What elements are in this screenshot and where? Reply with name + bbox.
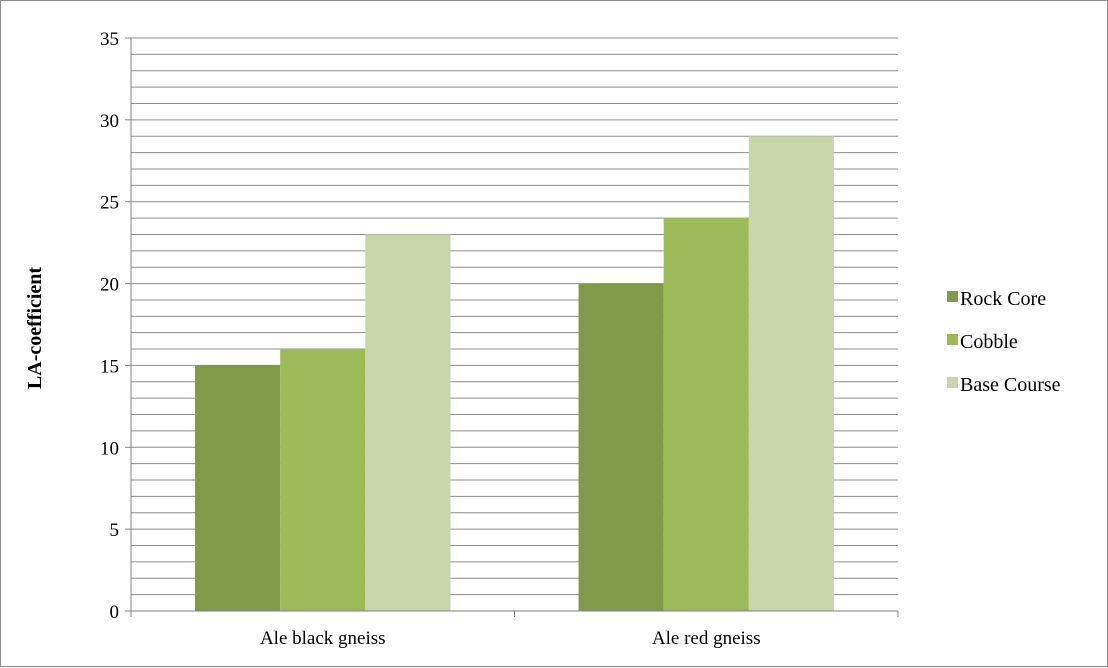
y-tick-label: 10 bbox=[100, 438, 119, 459]
legend-swatch bbox=[947, 334, 958, 345]
bar-cobble-1 bbox=[663, 218, 749, 612]
bar-rock-core-1 bbox=[578, 283, 664, 611]
y-tick-label: 15 bbox=[100, 356, 119, 377]
x-tick-labels: Ale black gneiss Ale red gneiss bbox=[260, 628, 761, 649]
legend-swatch bbox=[947, 377, 958, 388]
y-tick-label: 30 bbox=[100, 111, 119, 132]
y-tick-label: 35 bbox=[100, 29, 119, 50]
bar-base-course-0 bbox=[365, 234, 451, 611]
legend-label: Cobble bbox=[960, 331, 1018, 353]
bars bbox=[195, 136, 834, 612]
y-tick-label: 0 bbox=[110, 602, 120, 623]
legend-label: Base Course bbox=[960, 374, 1061, 396]
x-tick-label: Ale black gneiss bbox=[260, 628, 386, 649]
y-tick-label: 25 bbox=[100, 193, 119, 214]
y-tick-label: 20 bbox=[100, 275, 119, 296]
y-axis-label: LA-coefficient bbox=[24, 267, 46, 390]
legend-swatch bbox=[947, 291, 958, 302]
legend-label: Rock Core bbox=[960, 288, 1046, 310]
legend: Rock Core Cobble Base Course bbox=[947, 288, 1061, 396]
bar-base-course-1 bbox=[748, 136, 834, 611]
axes bbox=[125, 37, 899, 617]
y-tick-label: 5 bbox=[110, 520, 120, 541]
y-tick-labels: 0 5 10 15 20 25 30 35 bbox=[100, 29, 119, 623]
bar-cobble-0 bbox=[280, 349, 366, 611]
bar-rock-core-0 bbox=[195, 365, 281, 611]
x-tick-label: Ale red gneiss bbox=[652, 628, 761, 649]
